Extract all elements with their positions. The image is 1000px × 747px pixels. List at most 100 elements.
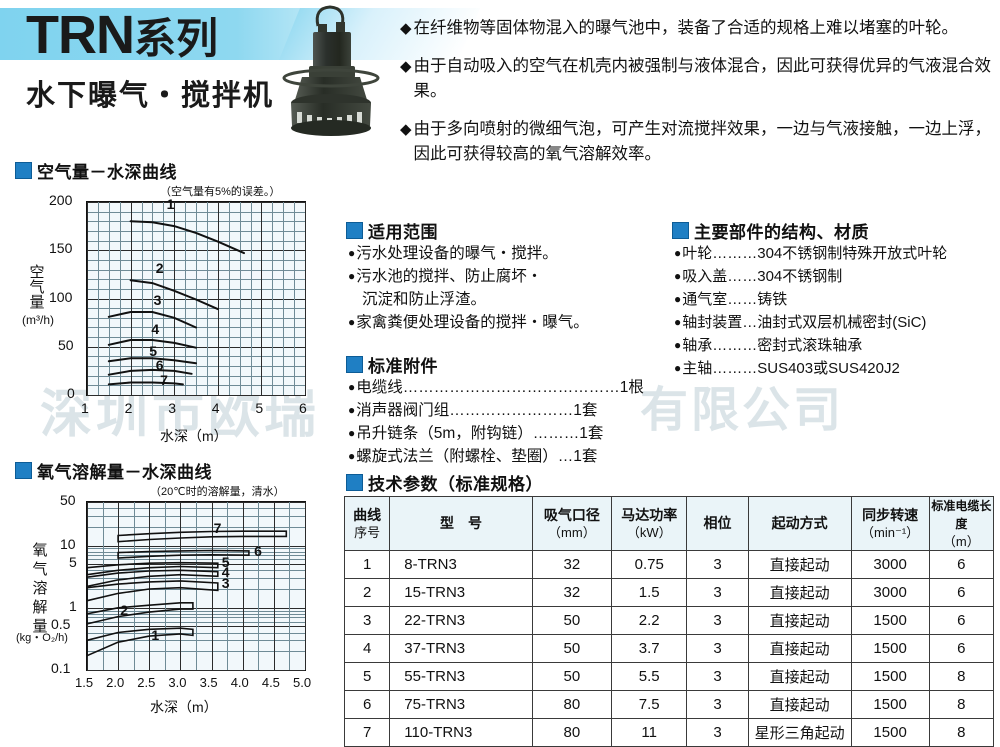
bullet-icon: ● [674, 246, 682, 260]
parts-item: ● 叶轮………304不锈钢制特殊开放式叶轮 [674, 242, 998, 265]
table-cell: 8 [928, 662, 995, 691]
table-cell: 1500 [850, 606, 930, 635]
parts-heading: 主要部件的结构、材质 [672, 218, 869, 243]
blue-square-icon [346, 222, 363, 239]
spec-table: 曲线 序号 型 号 吸气口径 （mm） 马达功率 （kW） 相位 起动方式 同步转速（… [343, 496, 995, 747]
scope-item: ● 家禽粪便处理设备的搅拌・曝气。 [348, 311, 668, 334]
table-cell: 80 [531, 718, 613, 747]
gridline-v [239, 202, 241, 395]
scope-item-text: 沉淀和防止浮渣。 [362, 291, 487, 308]
table-row: 7 110-TRN3 80 11 3 星形三角起动 1500 8 [343, 718, 995, 747]
table-cell: 3 [686, 606, 749, 635]
th-phase: 相位 [686, 496, 749, 551]
curve-4 [107, 339, 197, 349]
th-cable-length: 标准电缆长度 （m） [928, 496, 995, 551]
oxygen-chart-xlabel: 水深（m） [150, 699, 218, 715]
x-tick-label: 5.0 [293, 675, 312, 690]
x-tick-label: 3.0 [168, 675, 187, 690]
table-cell: 110-TRN3 [389, 718, 533, 747]
gridline-v [149, 502, 151, 670]
x-tick-label: 2.0 [106, 675, 125, 690]
table-cell: 6 [343, 690, 391, 719]
gridline-v [163, 202, 165, 395]
table-cell: 1.5 [610, 578, 688, 607]
curve-band-5 [86, 561, 219, 576]
y-tick-label: 1 [69, 597, 77, 614]
y-tick-label: 200 [49, 192, 73, 208]
table-cell: 8 [928, 690, 995, 719]
table-cell: 直接起动 [747, 662, 852, 691]
table-cell: 11 [610, 718, 688, 747]
accessories-list: ● 电缆线……………………………………1根 ● 消声器阀门组……………………1套 ●… [348, 376, 668, 468]
gridline-v [305, 202, 306, 395]
gridline-v [250, 202, 252, 395]
y-tick-label: 0 [67, 385, 75, 401]
y-tick-label: 50 [58, 336, 74, 353]
bullet-icon: ● [674, 338, 682, 352]
parts-item-text: 通气室……铸铁 [682, 291, 788, 308]
accessory-item: ● 螺旋式法兰（附螺栓、垫圈）…1套 [348, 445, 668, 468]
gridline-v [305, 502, 306, 670]
parts-item-text: 轴封装置…油封式双层机械密封(SiC) [682, 314, 927, 331]
table-cell: 7 [343, 718, 391, 747]
table-cell: 7.5 [610, 690, 688, 719]
curve-label-1: 1 [166, 195, 175, 212]
bullet-icon: ● [348, 246, 356, 260]
curve-2 [107, 368, 193, 376]
gridline-v [261, 202, 263, 395]
gridline-v [273, 502, 275, 670]
gridline-v [185, 202, 187, 395]
x-tick-label: 4.0 [230, 675, 249, 690]
gridline-v [164, 502, 166, 670]
th-intake-dia: 吸气口径 （mm） [531, 496, 613, 551]
air-chart-xlabel: 水深（m） [160, 428, 228, 444]
product-photo [256, 2, 406, 152]
table-cell: 8 [928, 718, 995, 747]
curve-7 [129, 220, 245, 255]
parts-item: ● 吸入盖……304不锈钢制 [674, 265, 998, 288]
th-motor-power: 马达功率 （kW） [610, 496, 688, 551]
gridline-v [217, 202, 219, 395]
watermark-right: 有限公司 [640, 384, 845, 437]
y-tick-label: 0.1 [51, 660, 71, 676]
curve-band-6 [117, 549, 250, 559]
parts-item: ● 轴封装置…油封式双层机械密封(SiC) [674, 311, 998, 334]
bullet-icon: ● [348, 315, 356, 329]
table-cell: 2.2 [610, 606, 688, 635]
accessory-item: ● 吊升链条（5m，附钩链）………1套 [348, 422, 668, 445]
blue-square-icon [672, 222, 689, 239]
feature-item: ◆ 由于自动吸入的空气在机壳内被强制与液体混合，因此可获得优异的气液混合效果。 [400, 54, 992, 104]
blue-square-icon [15, 462, 32, 479]
accessories-title: 标准附件 [368, 357, 438, 376]
product-title: TRN系列 [26, 4, 218, 66]
gridline-v [283, 202, 285, 395]
air-curve-series [107, 220, 245, 386]
x-tick-label: 3 [168, 400, 176, 416]
oxygen-chart: （20℃时的溶解量，清水） 氧气溶解量 (kg・O₂/h) 水深（m） 0.1 0… [0, 483, 340, 718]
curve-label-7: 7 [213, 520, 222, 537]
parts-title: 主要部件的结构、材质 [694, 223, 869, 242]
gridline-v [118, 502, 120, 670]
y-tick-label: 150 [49, 240, 73, 257]
table-cell: 22-TRN3 [389, 606, 533, 635]
table-cell: 3 [686, 690, 749, 719]
air-curve-heading: 空气量－水深曲线 [15, 158, 177, 183]
gridline-v [141, 202, 143, 395]
y-tick-label: 5 [69, 554, 77, 571]
y-tick-label: 50 [60, 492, 76, 508]
curve-6 [129, 279, 219, 311]
curve-band-4 [86, 569, 219, 588]
table-cell: 直接起动 [747, 634, 852, 663]
gridline-v [133, 502, 135, 670]
curve-band-3 [86, 580, 219, 602]
gridline-v [97, 202, 99, 395]
air-chart-note: （空气量有5%的误差。） [160, 186, 281, 198]
gridline-v [152, 202, 154, 395]
table-cell: 3 [343, 606, 391, 635]
aerator-illustration [282, 5, 380, 136]
oxygen-chart-ylabel: 氧气溶解量 [32, 542, 48, 635]
scope-list: ● 污水处理设备的曝气・搅拌。 ● 污水池的搅拌、防止腐坏・ 沉淀和防止浮渣。 ● 家… [348, 242, 668, 334]
table-cell: 4 [343, 634, 391, 663]
table-cell: 50 [531, 606, 613, 635]
curve-band-7 [117, 530, 288, 543]
